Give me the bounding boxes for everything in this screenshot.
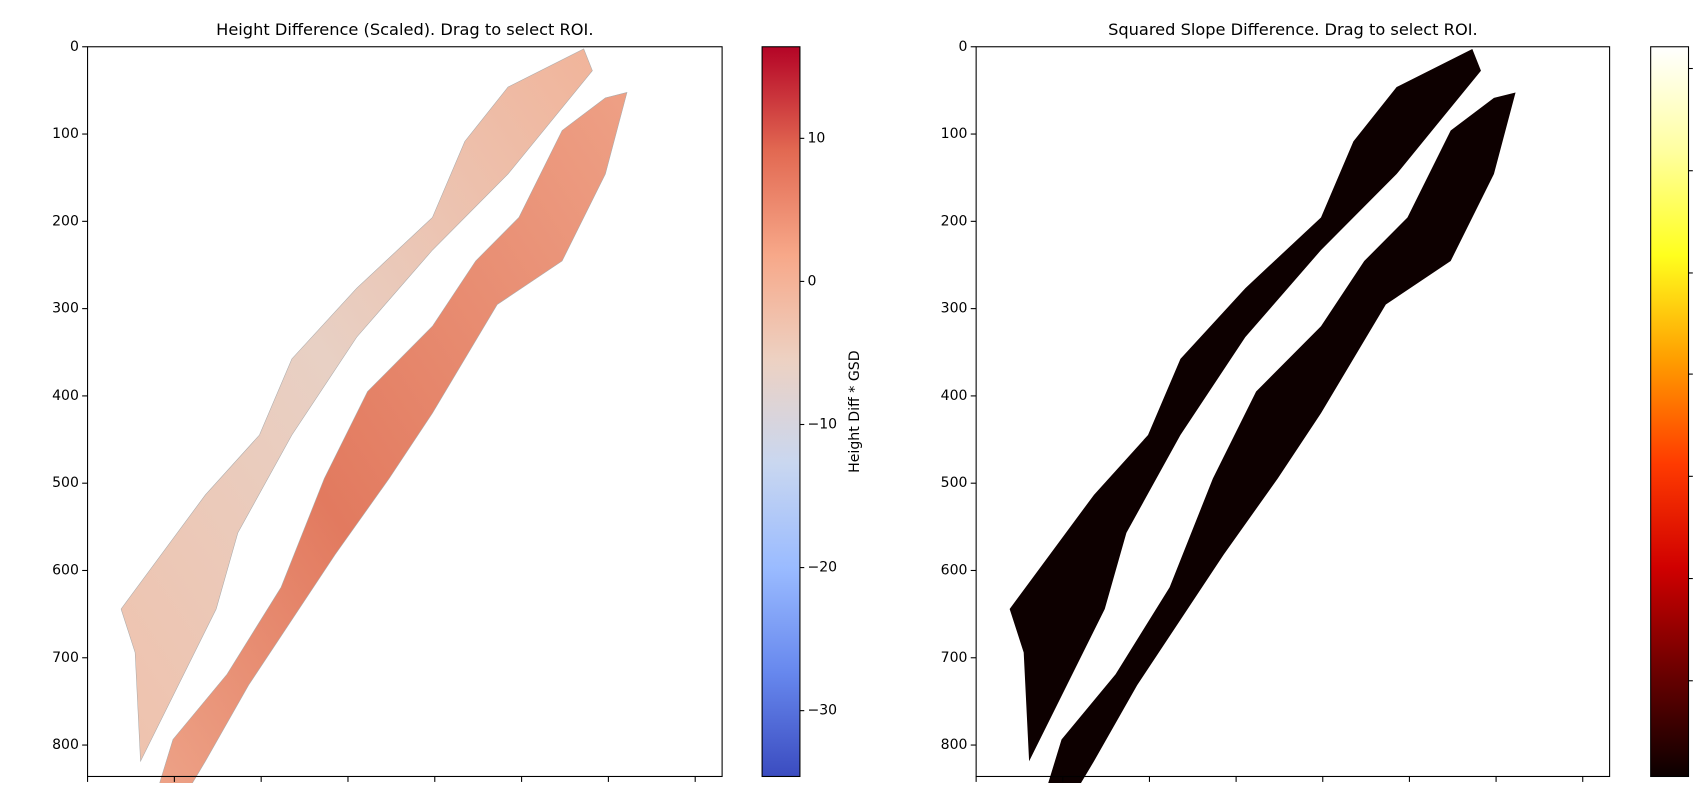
axes-frame [975, 46, 1611, 778]
image-left [120, 48, 628, 787]
y-tick-label: 400 [52, 388, 79, 404]
colorbar-ticks-right [1688, 67, 1693, 682]
chart-title: Height Difference (Scaled). Drag to sele… [216, 20, 593, 39]
colorbar [761, 46, 801, 778]
y-tick-label: 300 [52, 301, 79, 317]
y-tick-label: 400 [941, 388, 968, 404]
y-tick-label: 800 [52, 737, 79, 753]
y-tick-label: 500 [941, 475, 968, 491]
image-right [1009, 48, 1516, 787]
colorbar-tick-label: −30 [808, 703, 838, 719]
y-tick-label: 100 [52, 126, 79, 142]
y-tick-label: 600 [941, 562, 968, 578]
colorbar [1650, 46, 1690, 778]
y-tick-label: 200 [941, 213, 968, 229]
colorbar-tick-label: −10 [808, 416, 838, 432]
y-tick-label: 500 [52, 475, 79, 491]
y-tick-label: 100 [941, 126, 968, 142]
y-tick-label: 700 [52, 650, 79, 666]
y-tick-label: 800 [941, 737, 968, 753]
chart-title: Squared Slope Difference. Drag to select… [1108, 20, 1478, 39]
y-tick-label: 600 [52, 562, 79, 578]
y-tick-label: 200 [52, 213, 79, 229]
colorbar-label: Height Diff * GSD [847, 350, 863, 473]
colorbar-tick-label: −20 [808, 560, 838, 576]
y-tick-label: 0 [70, 39, 79, 55]
axes-frame [87, 46, 723, 778]
y-tick-label: 700 [941, 650, 968, 666]
colorbar-tick-label: 10 [808, 130, 826, 146]
colorbar-tick-label: 0 [808, 273, 817, 289]
y-tick-label: 0 [959, 39, 968, 55]
y-tick-label: 300 [941, 301, 968, 317]
